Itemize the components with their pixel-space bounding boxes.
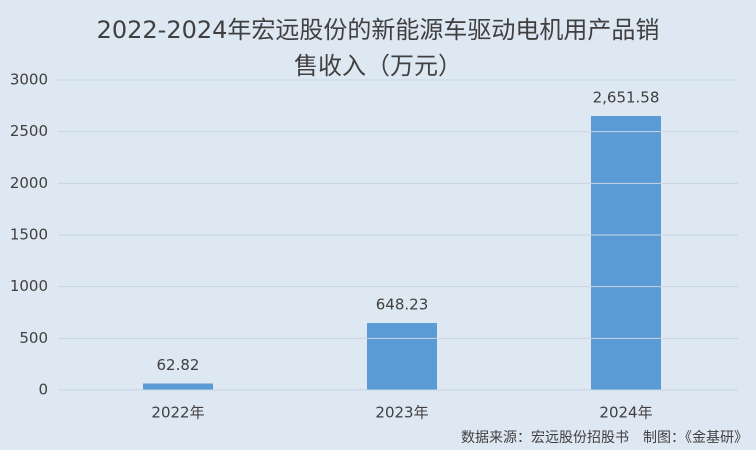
- y-tick-label: 1500: [10, 226, 48, 244]
- y-tick-label: 3000: [10, 71, 48, 89]
- bar: [143, 383, 213, 390]
- bar: [367, 323, 437, 390]
- x-tick-label: 2024年: [599, 404, 652, 422]
- chart-title: 2022-2024年宏远股份的新能源车驱动电机用产品销售收入（万元）: [96, 16, 660, 80]
- y-tick-label: 0: [38, 381, 48, 399]
- bar: [591, 116, 661, 390]
- value-label: 648.23: [376, 296, 429, 314]
- x-tick-label: 2023年: [375, 404, 428, 422]
- x-tick-label: 2022年: [151, 404, 204, 422]
- y-tick-label: 2000: [10, 174, 48, 192]
- value-label: 2,651.58: [593, 89, 660, 107]
- y-tick-label: 1000: [10, 277, 48, 295]
- y-tick-label: 2500: [10, 122, 48, 140]
- value-label: 62.82: [157, 356, 200, 374]
- source-note: 数据来源：宏远股份招股书 制图：《金基研》: [461, 429, 748, 446]
- y-tick-label: 500: [19, 329, 48, 347]
